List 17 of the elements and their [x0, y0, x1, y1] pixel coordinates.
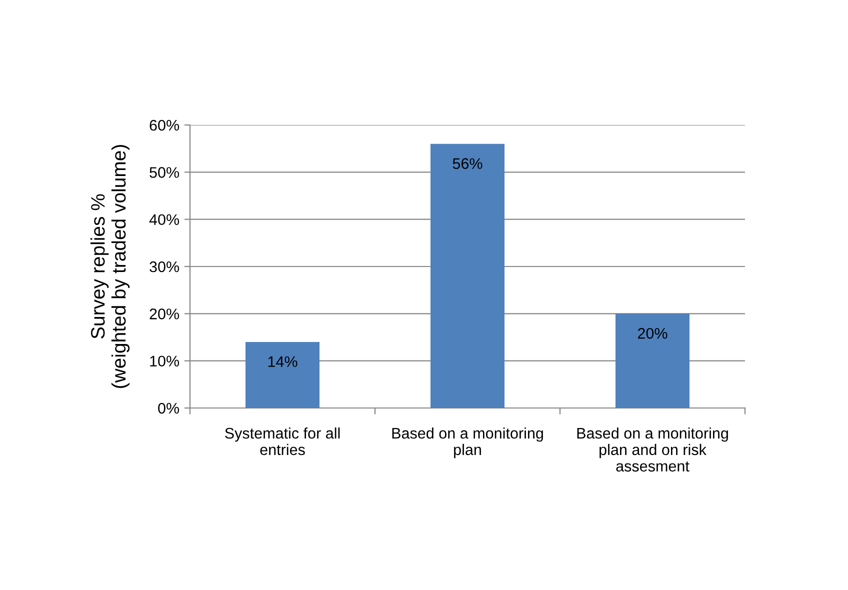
bar [616, 314, 690, 408]
y-tick-label: 0% [158, 402, 180, 414]
y-axis-title: Survey replies % (weighted by traded volume) [90, 145, 130, 388]
x-tick-label: Systematic for all entries [225, 427, 340, 456]
x-tick-label: Based on a monitoring plan and on risk assesment [577, 427, 728, 472]
y-tick-label: 40% [149, 214, 180, 226]
y-tick-label: 30% [150, 261, 180, 272]
x-tick-label: Based on a monitoring plan [392, 427, 543, 458]
y-tick-label: 10% [150, 356, 180, 367]
y-tick-label: 20% [150, 308, 180, 320]
data-label: 14% [268, 356, 298, 368]
bar [246, 342, 320, 408]
y-tick-label: 50% [150, 167, 180, 178]
data-label: 20% [638, 328, 668, 339]
data-label: 56% [452, 158, 482, 169]
y-tick-label: 60% [150, 120, 180, 131]
bar [430, 144, 504, 408]
